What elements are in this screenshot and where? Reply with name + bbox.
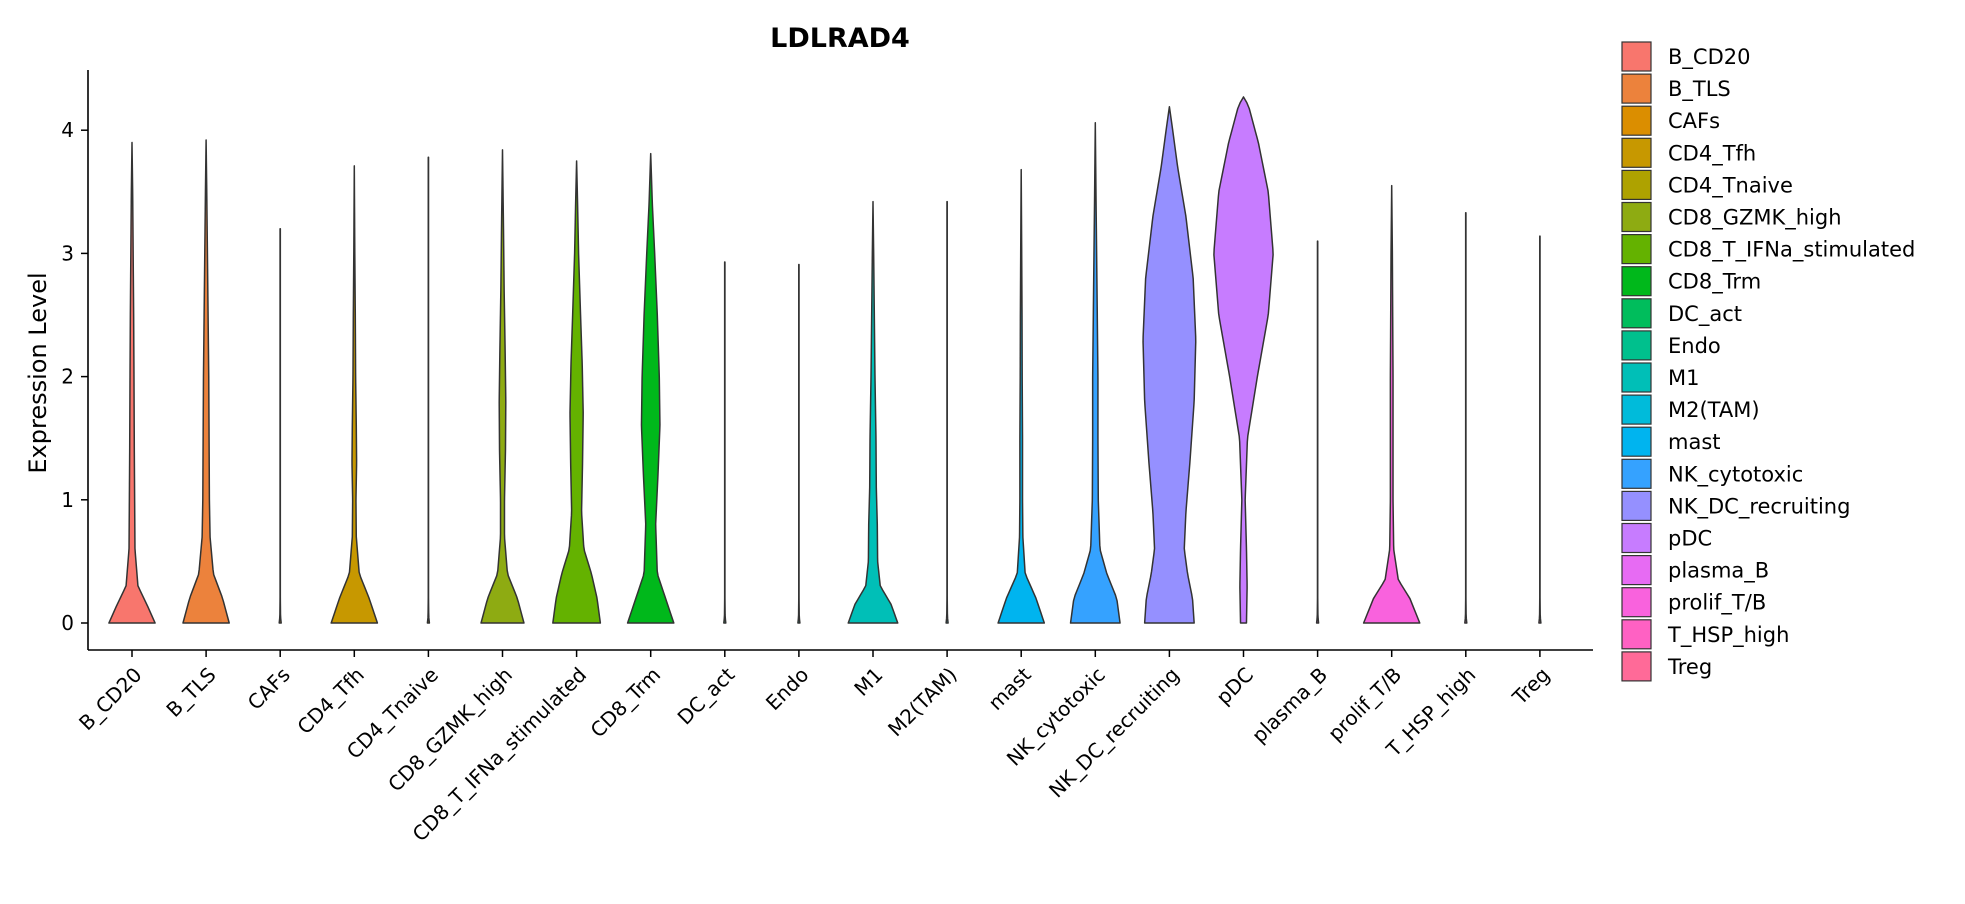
chart-title: LDLRAD4 — [770, 23, 910, 54]
legend-swatch-b-tls — [1621, 73, 1652, 104]
legend-label-mast: mast — [1668, 430, 1721, 454]
violin-cd4-tnaive — [426, 156, 431, 624]
legend-label-b-cd20: B_CD20 — [1668, 45, 1750, 70]
legend-swatch-plasma-b — [1621, 554, 1652, 586]
violin-pdc — [1213, 96, 1274, 624]
y-tick-label-4: 4 — [61, 118, 74, 142]
y-ticks-group: 0 1 2 3 4 — [61, 118, 88, 635]
violin-b-cd20 — [108, 141, 156, 624]
violin-m2-tam — [945, 200, 949, 624]
violin-treg — [1538, 235, 1542, 624]
legend-swatch-cafs — [1621, 105, 1652, 136]
legend: B_CD20 B_TLS CAFs CD4_Tfh CD4_Tnaive CD8_GZMK… — [1621, 41, 1915, 682]
violin-cd8-trm — [626, 152, 675, 624]
legend-swatch-m1 — [1621, 362, 1652, 393]
legend-swatch-prolif-t-b — [1621, 587, 1652, 618]
legend-label-dc-act: DC_act — [1668, 302, 1742, 327]
y-tick-label-2: 2 — [61, 365, 74, 389]
legend-label-cd4-tfh: CD4_Tfh — [1668, 141, 1756, 166]
legend-swatch-treg — [1621, 651, 1652, 682]
violin-mast — [997, 168, 1046, 624]
legend-label-endo: Endo — [1668, 334, 1721, 358]
legend-swatch-cd8-gzmk-high — [1621, 201, 1652, 233]
legend-swatch-b-cd20 — [1621, 41, 1652, 72]
y-tick-label-1: 1 — [61, 488, 74, 512]
legend-swatch-cd4-tfh — [1621, 137, 1652, 168]
legend-label-t-hsp-high: T_HSP_high — [1667, 623, 1789, 648]
legend-label-cd8-t-ifna-stimulated: CD8_T_IFNa_stimulated — [1668, 238, 1915, 263]
legend-label-cd8-gzmk-high: CD8_GZMK_high — [1668, 206, 1842, 231]
legend-label-cd4-tnaive: CD4_Tnaive — [1668, 173, 1793, 198]
legend-label-m2-tam: M2(TAM) — [1668, 398, 1760, 422]
legend-swatch-cd8-t-ifna-stimulated — [1621, 234, 1652, 265]
legend-label-cd8-trm: CD8_Trm — [1668, 270, 1761, 295]
legend-label-nk-cytotoxic: NK_cytotoxic — [1668, 462, 1803, 487]
legend-label-pdc: pDC — [1668, 527, 1712, 551]
legend-swatch-m2-tam — [1621, 394, 1652, 425]
violin-endo — [797, 263, 801, 624]
legend-swatch-nk-cytotoxic — [1621, 458, 1652, 489]
legend-label-cafs: CAFs — [1668, 109, 1720, 133]
legend-label-m1: M1 — [1668, 366, 1699, 390]
violin-m1 — [847, 200, 899, 624]
y-tick-label-0: 0 — [61, 611, 74, 635]
legend-label-plasma-b: plasma_B — [1668, 559, 1769, 584]
legend-label-nk-dc-recruiting: NK_DC_recruiting — [1668, 494, 1850, 519]
violin-plasma-b — [1315, 240, 1320, 624]
y-tick-label-3: 3 — [61, 241, 74, 265]
violin-cafs — [278, 228, 282, 624]
legend-swatch-cd8-trm — [1621, 266, 1652, 297]
violin-prolif-t-b — [1362, 184, 1421, 624]
legend-swatch-cd4-tnaive — [1621, 169, 1652, 200]
violin-cd4-tfh — [330, 165, 379, 624]
violin-dc-act — [723, 261, 727, 624]
violin-nk-dc-recruiting — [1142, 106, 1197, 624]
legend-swatch-t-hsp-high — [1621, 619, 1652, 650]
violin-cd8-gzmk-high — [480, 149, 525, 624]
legend-swatch-mast — [1621, 426, 1652, 457]
legend-label-prolif-t-b: prolif_T/B — [1668, 591, 1766, 616]
violin-cd8-t-ifna-stimulated — [552, 160, 602, 624]
violin-t-hsp-high — [1464, 211, 1468, 624]
y-axis-label: Expression Level — [24, 272, 52, 473]
legend-swatch-nk-dc-recruiting — [1621, 490, 1652, 521]
legend-swatch-dc-act — [1621, 298, 1652, 329]
axes-group — [87, 70, 1593, 651]
legend-swatch-pdc — [1621, 522, 1652, 554]
legend-label-b-tls: B_TLS — [1668, 77, 1731, 102]
violin-b-tls — [182, 139, 230, 624]
legend-swatch-endo — [1621, 330, 1652, 361]
violin-nk-cytotoxic — [1069, 122, 1121, 624]
violins-group — [108, 96, 1542, 624]
legend-label-treg: Treg — [1667, 655, 1712, 679]
